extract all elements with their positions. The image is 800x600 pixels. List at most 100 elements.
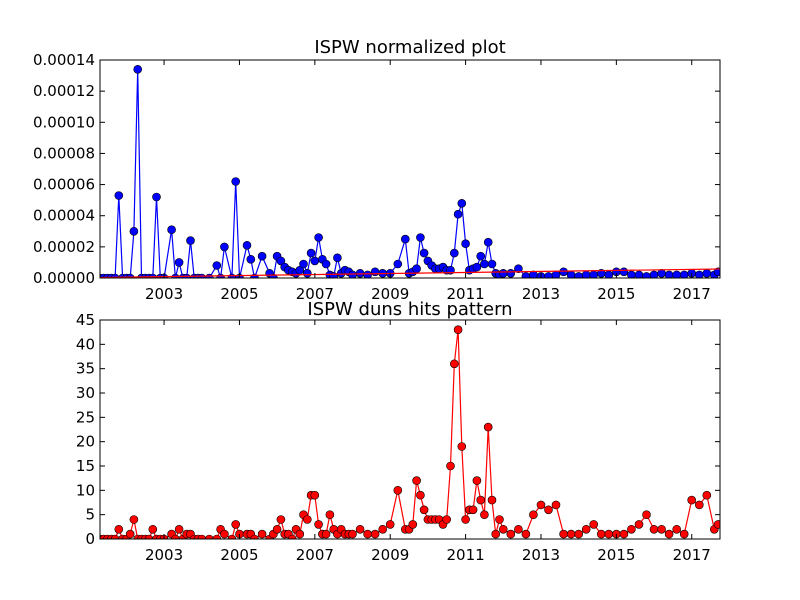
top-data-point [247, 255, 255, 263]
bottom-data-point [590, 520, 598, 528]
bottom-data-point [303, 516, 311, 524]
bottom-data-point [552, 501, 560, 509]
bottom-data-point [537, 501, 545, 509]
top-data-point [307, 249, 315, 257]
bottom-data-point [296, 530, 304, 538]
bottom-data-point [273, 525, 281, 533]
top-data-point [401, 235, 409, 243]
bottom-data-point [582, 525, 590, 533]
top-data-point [130, 227, 138, 235]
bottom-x-tick-label: 2003 [145, 546, 183, 564]
bottom-data-point [420, 506, 428, 514]
bottom-x-tick-label: 2011 [446, 546, 484, 564]
top-chart-title: ISPW normalized plot [314, 37, 505, 58]
bottom-data-point [499, 525, 507, 533]
top-y-tick-label: 0.00006 [33, 176, 95, 194]
top-data-point [394, 260, 402, 268]
bottom-y-tick-label: 10 [76, 481, 95, 499]
bottom-data-point [149, 525, 157, 533]
bottom-data-point [496, 516, 504, 524]
bottom-data-point [477, 496, 485, 504]
top-data-point [560, 268, 568, 276]
bottom-y-tick-label: 25 [76, 408, 95, 426]
bottom-data-point [545, 506, 553, 514]
bottom-data-point [522, 530, 530, 538]
top-data-point [303, 269, 311, 277]
bottom-data-point [529, 511, 537, 519]
top-data-point [454, 210, 462, 218]
bottom-data-point [488, 496, 496, 504]
bottom-data-point [658, 525, 666, 533]
bottom-data-point [480, 511, 488, 519]
bottom-data-point [416, 491, 424, 499]
bottom-data-point [258, 530, 266, 538]
top-y-tick-label: 0.00004 [33, 207, 95, 225]
bottom-data-point [643, 511, 651, 519]
bottom-data-point [665, 530, 673, 538]
top-y-tick-label: 0.00002 [33, 238, 95, 256]
bottom-data-point [458, 443, 466, 451]
top-data-point [311, 257, 319, 265]
bottom-data-point [175, 525, 183, 533]
bottom-data-point [492, 530, 500, 538]
bottom-data-point [567, 530, 575, 538]
bottom-data-point [469, 506, 477, 514]
top-y-tick-label: 0.00014 [33, 51, 95, 69]
top-x-tick-label: 2005 [220, 285, 258, 303]
top-data-point [620, 268, 628, 276]
top-data-point [315, 234, 323, 242]
bottom-data-point [673, 525, 681, 533]
top-data-point [168, 226, 176, 234]
bottom-x-tick-label: 2015 [597, 546, 635, 564]
top-data-point [371, 268, 379, 276]
top-data-point [703, 269, 711, 277]
bottom-data-point [450, 360, 458, 368]
bottom-x-tick-label: 2009 [371, 546, 409, 564]
bottom-y-tick-label: 35 [76, 360, 95, 378]
bottom-data-point [277, 516, 285, 524]
bottom-data-point [232, 520, 240, 528]
bottom-data-point [650, 525, 658, 533]
bottom-y-tick-label: 15 [76, 457, 95, 475]
bottom-data-point [115, 525, 123, 533]
top-data-point [243, 241, 251, 249]
bottom-data-point [695, 501, 703, 509]
top-data-point [134, 65, 142, 73]
top-data-point [473, 263, 481, 271]
top-data-point [322, 260, 330, 268]
bottom-x-tick-label: 2007 [296, 546, 334, 564]
bottom-data-point [371, 530, 379, 538]
bottom-data-point [409, 520, 417, 528]
top-data-point [187, 237, 195, 245]
top-data-point [420, 249, 428, 257]
bottom-data-point [597, 530, 605, 538]
top-data-point [450, 249, 458, 257]
top-data-point [477, 252, 485, 260]
top-x-tick-label: 2013 [522, 285, 560, 303]
bottom-data-point [315, 520, 323, 528]
top-data-point [232, 178, 240, 186]
bottom-data-point [507, 530, 515, 538]
top-data-point [658, 269, 666, 277]
top-x-tick-label: 2015 [597, 285, 635, 303]
bottom-y-tick-label: 40 [76, 335, 95, 353]
top-data-point [507, 269, 515, 277]
bottom-data-point [484, 423, 492, 431]
top-data-point [333, 254, 341, 262]
bottom-y-tick-label: 5 [85, 506, 95, 524]
bottom-data-point [454, 326, 462, 334]
bottom-data-point [356, 525, 364, 533]
top-x-tick-label: 2003 [145, 285, 183, 303]
top-data-point [300, 260, 308, 268]
bottom-data-point [130, 516, 138, 524]
top-data-point [484, 238, 492, 246]
bottom-data-point [680, 530, 688, 538]
bottom-data-point [514, 525, 522, 533]
bottom-data-point [635, 520, 643, 528]
bottom-data-point [703, 491, 711, 499]
bottom-data-point [386, 520, 394, 528]
bottom-data-point [575, 530, 583, 538]
bottom-data-point [311, 491, 319, 499]
bottom-data-point [620, 530, 628, 538]
